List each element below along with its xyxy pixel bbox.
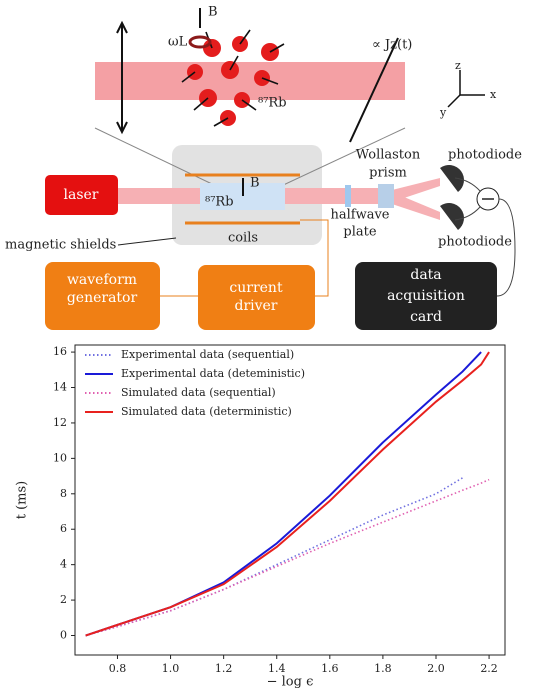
halfwave-label: halfwave — [330, 208, 389, 223]
field-label: B — [208, 5, 218, 20]
page: B ωL ∝ Jz(t) ⁸⁷Rb z x y laser B ⁸⁷Rb coi… — [0, 0, 535, 693]
x-tick-label: 1.4 — [268, 662, 286, 675]
x-tick-label: 1.0 — [162, 662, 180, 675]
x-tick-label: 1.2 — [215, 662, 233, 675]
halfwave-label: plate — [343, 225, 376, 240]
legend-label: Simulated data (sequential) — [121, 386, 276, 399]
y-tick-label: 4 — [60, 558, 67, 571]
prism-label: Wollaston — [356, 148, 421, 163]
prism-label: prism — [369, 166, 407, 181]
y-tick-label: 10 — [53, 451, 67, 464]
y-axis-label: t (ms) — [15, 481, 30, 520]
daq-label: data — [410, 267, 441, 283]
y-tick-label: 0 — [60, 629, 67, 642]
photodiode — [440, 165, 464, 192]
waveform-label: generator — [67, 290, 138, 306]
legend-label: Experimental data (deteministic) — [121, 367, 305, 380]
atom-label: ⁸⁷Rb — [258, 96, 287, 111]
axis-triad — [448, 70, 485, 107]
x-tick-label: 2.2 — [480, 662, 498, 675]
photodiode-label: photodiode — [448, 148, 522, 163]
legend-label: Simulated data (deterministic) — [121, 405, 292, 418]
rotation-label: ∝ Jz(t) — [372, 38, 412, 53]
y-tick-label: 16 — [53, 345, 67, 358]
pointer — [118, 238, 176, 245]
x-axis-label: − log ϵ — [267, 675, 314, 690]
series-line — [86, 480, 489, 636]
axis-x: x — [490, 88, 497, 101]
axis-z: z — [455, 59, 461, 72]
axis-y: y — [439, 106, 447, 119]
photodiode-label: photodiode — [438, 235, 512, 250]
y-tick-label: 14 — [53, 381, 67, 394]
x-tick-label: 0.8 — [109, 662, 127, 675]
y-tick-label: 12 — [53, 416, 67, 429]
photodiode — [440, 203, 464, 230]
y-tick-label: 8 — [60, 487, 67, 500]
waveform-label: waveform — [67, 272, 137, 288]
larmor-label: ωL — [168, 35, 188, 50]
x-tick-label: 1.6 — [321, 662, 339, 675]
halfwave-plate — [345, 185, 351, 207]
driver-label: current — [229, 280, 283, 296]
laser-label: laser — [64, 187, 99, 203]
probe-beam — [95, 62, 405, 100]
figure: B ωL ∝ Jz(t) ⁸⁷Rb z x y laser B ⁸⁷Rb coi… — [0, 0, 535, 693]
daq-label: acquisition — [387, 288, 465, 304]
driver-label: driver — [234, 298, 277, 314]
split-beams — [392, 178, 440, 220]
x-tick-label: 1.8 — [374, 662, 392, 675]
field-label: B — [250, 176, 260, 191]
legend-label: Experimental data (sequential) — [121, 348, 294, 361]
coils-label: coils — [228, 231, 258, 246]
daq-label: card — [410, 309, 442, 325]
y-tick-label: 6 — [60, 522, 67, 535]
wollaston-prism — [378, 184, 394, 208]
cell-label: ⁸⁷Rb — [205, 195, 234, 210]
series-line — [86, 478, 463, 636]
y-tick-label: 2 — [60, 593, 67, 606]
shields-label: magnetic shields — [5, 238, 116, 253]
x-tick-label: 2.0 — [427, 662, 445, 675]
